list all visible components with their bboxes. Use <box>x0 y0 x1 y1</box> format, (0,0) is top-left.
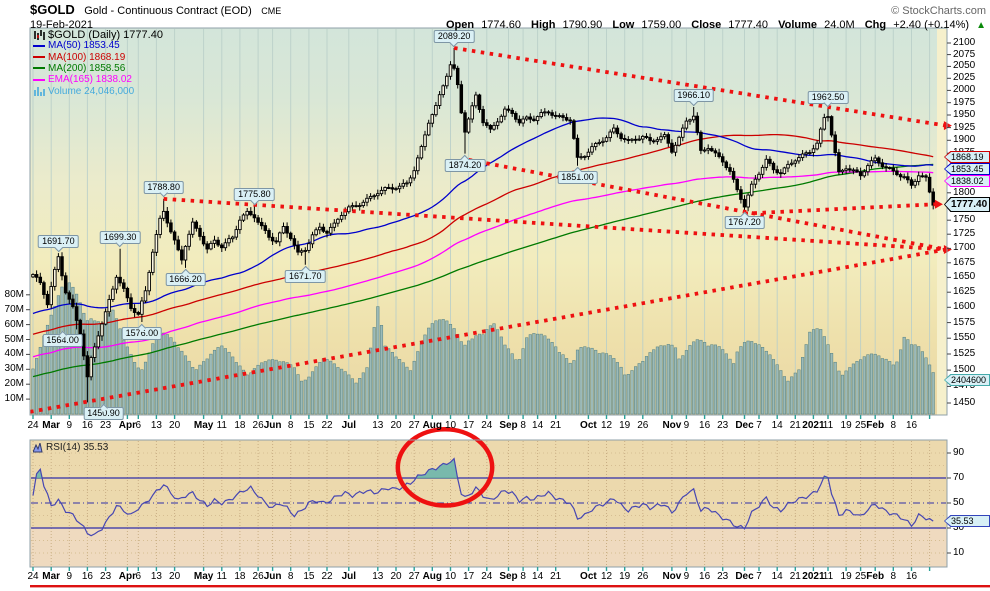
header-row-1: $GOLD Gold - Continuous Contract (EOD) C… <box>0 0 990 19</box>
title-block: $GOLD Gold - Continuous Contract (EOD) C… <box>30 1 281 19</box>
chart-header: $GOLD Gold - Continuous Contract (EOD) C… <box>0 0 990 31</box>
open-value: 1774.60 <box>481 19 521 31</box>
low-value: 1759.00 <box>641 19 682 31</box>
rsi-legend-label: RSI(14) 35.53 <box>46 442 109 453</box>
chg-value: +2.40 (+0.14%) <box>893 19 970 31</box>
low-label: Low <box>612 19 635 31</box>
close-label: Close <box>691 19 722 31</box>
header-row-2: 19-Feb-2021 Open 1774.60 High 1790.90 Lo… <box>0 19 990 31</box>
chg-up-icon: ▲ <box>976 20 986 31</box>
high-value: 1790.90 <box>562 19 603 31</box>
symbol: $GOLD <box>30 2 75 17</box>
copyright: © StockCharts.com <box>891 5 986 17</box>
rsi-legend: RSI(14) 35.53 <box>33 442 108 453</box>
ohlc-quote: Open 1774.60 High 1790.90 Low 1759.00 Cl… <box>446 19 986 31</box>
open-label: Open <box>446 19 475 31</box>
close-value: 1777.40 <box>728 19 769 31</box>
volume-label: Volume <box>778 19 818 31</box>
rsi-icon <box>33 442 43 452</box>
chart-title: Gold - Continuous Contract (EOD) <box>84 5 252 17</box>
chg-label: Chg <box>864 19 887 31</box>
high-label: High <box>531 19 556 31</box>
exchange: CME <box>261 6 282 16</box>
volume-value: 24.0M <box>824 19 855 31</box>
chart-date: 19-Feb-2021 <box>30 19 93 31</box>
